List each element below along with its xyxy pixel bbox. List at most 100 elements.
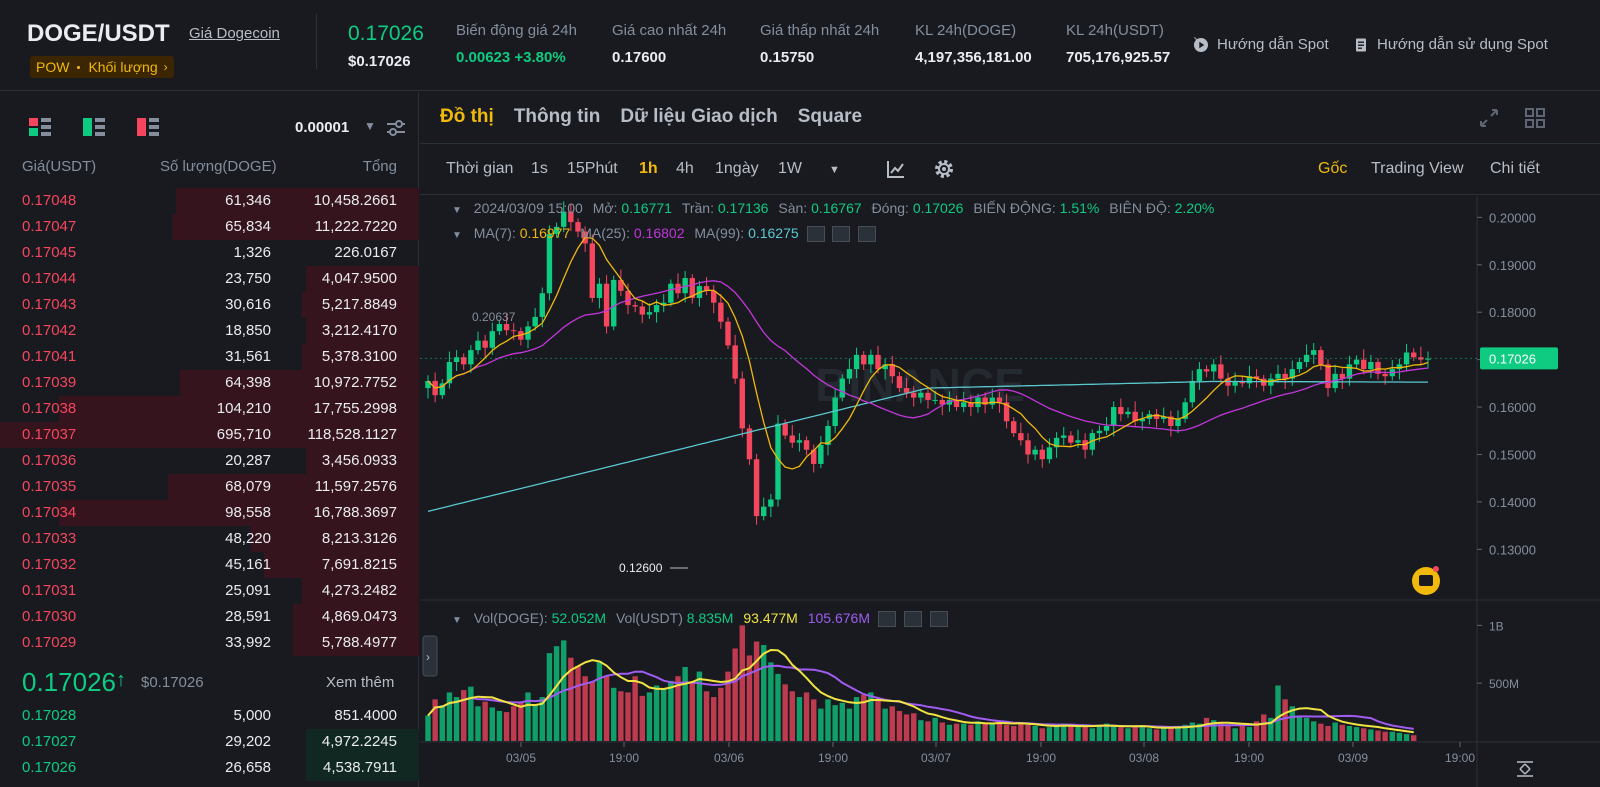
stat-value: 705,176,925.57 [1066, 49, 1170, 66]
collapse-caret-icon[interactable]: ▼ [452, 205, 462, 216]
ask-row[interactable]: 0.17031 25,091 4,273.2482 [0, 578, 419, 604]
ask-row[interactable]: 0.17048 61,346 10,458.2661 [0, 188, 419, 214]
volume-bar [718, 687, 724, 741]
tab-trading-data[interactable]: Dữ liệu Giao dịch [620, 106, 778, 127]
reset-scale-icon[interactable] [1517, 761, 1533, 777]
volume-bar [1046, 727, 1053, 741]
tab-square[interactable]: Square [797, 106, 863, 127]
volume-bar [425, 715, 431, 741]
ask-row[interactable]: 0.17035 68,079 11,597.2576 [0, 474, 419, 500]
ask-row[interactable]: 0.17041 31,561 5,378.3100 [0, 344, 419, 370]
ask-row[interactable]: 0.17045 1,326 226.0167 [0, 240, 419, 266]
view-original[interactable]: Gốc [1318, 160, 1348, 177]
depth-bar [0, 422, 419, 448]
pair-info-link[interactable]: Giá Dogecoin [189, 25, 280, 42]
candle-body [1168, 416, 1174, 427]
volume-bar [1203, 717, 1210, 741]
orderbook-both-icon[interactable] [28, 116, 52, 138]
guide-usage-link[interactable]: Hướng dẫn sử dụng Spot [1353, 36, 1548, 53]
stat-label: Giá cao nhất 24h [612, 22, 727, 39]
ask-row[interactable]: 0.17043 30,616 5,217.8849 [0, 292, 419, 318]
view-depth[interactable]: Chi tiết [1490, 160, 1540, 177]
ask-row[interactable]: 0.17032 45,161 7,691.8215 [0, 552, 419, 578]
tab-chart[interactable]: Đồ thị [440, 106, 494, 127]
interval-1d[interactable]: 1ngày [715, 160, 759, 177]
ask-row[interactable]: 0.17038 104,210 17,755.2998 [0, 396, 419, 422]
indicator-chart-icon[interactable] [886, 159, 906, 179]
ask-row[interactable]: 0.17034 98,558 16,788.3697 [0, 500, 419, 526]
interval-1w[interactable]: 1W [778, 160, 802, 177]
ask-row[interactable]: 0.17044 23,750 4,047.9500 [0, 266, 419, 292]
chevron-right-icon[interactable]: › [163, 60, 168, 74]
volume-bar [482, 701, 488, 741]
interval-4h[interactable]: 4h [676, 160, 694, 177]
time-tick-label: 03/05 [506, 751, 536, 765]
candle-body [875, 354, 881, 370]
ask-row[interactable]: 0.17037 695,710 118,528.1127 [0, 422, 419, 448]
gear-icon[interactable] [903, 611, 922, 628]
orderbook-bids-icon[interactable] [82, 116, 106, 138]
grid-layout-icon[interactable] [1524, 107, 1546, 129]
candle-body [1289, 369, 1295, 379]
bid-row[interactable]: 0.17027 29,202 4,972.2245 [0, 729, 419, 755]
precision-select[interactable]: 0.00001 [295, 119, 350, 136]
ask-row[interactable]: 0.17039 64,398 10,972.7752 [0, 370, 419, 396]
price-tick-label: 0.19000 [1489, 258, 1536, 273]
interval-15m[interactable]: 15Phút [567, 160, 618, 177]
guide-spot-link[interactable]: Hướng dẫn Spot [1193, 36, 1329, 53]
bid-row[interactable]: 0.17026 26,658 4,538.7911 [0, 755, 419, 781]
tag-volume[interactable]: Khối lượng [88, 59, 158, 75]
candlestick-chart[interactable]: BINANCE0.200000.190000.180000.170000.160… [420, 196, 1600, 787]
ask-row[interactable]: 0.17030 28,591 4,869.0473 [0, 604, 419, 630]
ask-row[interactable]: 0.17036 20,287 3,456.0933 [0, 448, 419, 474]
ask-row[interactable]: 0.17029 33,992 5,788.4977 [0, 630, 419, 656]
bid-row[interactable]: 0.17028 5,000 851.4000 [0, 703, 419, 729]
price-tick-label: 0.14000 [1489, 495, 1536, 510]
bid-price: 0.17026 [22, 759, 77, 776]
view-tradingview[interactable]: Trading View [1371, 160, 1464, 177]
expand-icon[interactable] [1478, 107, 1500, 129]
scroll-left-handle[interactable] [422, 635, 438, 677]
ask-row[interactable]: 0.17042 18,850 3,212.4170 [0, 318, 419, 344]
gear-icon[interactable] [832, 226, 851, 243]
document-icon [1356, 38, 1366, 51]
ma99-value: 0.16275 [748, 225, 799, 241]
volume-bar [618, 691, 624, 741]
chart-toolbar: Thời gian 1s 15Phút 1h 4h 1ngày 1W ▼ Gốc… [420, 143, 1600, 195]
close-icon[interactable] [929, 611, 948, 628]
candle-body [575, 222, 581, 232]
see-more-link[interactable]: Xem thêm [326, 674, 395, 691]
close-icon[interactable] [858, 226, 877, 243]
eye-icon[interactable] [806, 226, 825, 243]
caret-down-icon[interactable]: ▼ [364, 119, 376, 133]
bid-qty: 29,202 [225, 733, 271, 750]
gear-icon[interactable] [933, 158, 955, 180]
eye-icon[interactable] [877, 611, 896, 628]
candle-body [1246, 376, 1253, 384]
interval-1h[interactable]: 1h [639, 160, 658, 177]
volume-bar [1318, 723, 1324, 741]
ask-row[interactable]: 0.17047 65,834 11,222.7220 [0, 214, 419, 240]
volume-legend: ▼ Vol(DOGE): 52.052M Vol(USDT) 8.835M 93… [452, 610, 948, 628]
ask-price: 0.17030 [22, 608, 77, 625]
bid-total: 4,972.2245 [321, 733, 397, 750]
sliders-icon[interactable] [385, 117, 407, 139]
orderbook-asks-icon[interactable] [136, 116, 160, 138]
caret-down-icon[interactable]: ▼ [829, 164, 840, 176]
col-total: Tổng [362, 158, 397, 175]
ask-total: 10,458.2661 [313, 192, 397, 209]
collapse-caret-icon[interactable]: ▼ [452, 230, 462, 241]
candle-body [846, 369, 853, 379]
ask-qty: 18,850 [225, 322, 271, 339]
price-tick-label: 0.15000 [1489, 447, 1536, 462]
ask-qty: 1,326 [233, 244, 271, 261]
candle-body [939, 399, 945, 405]
volume-bar [1061, 723, 1067, 741]
tag-pow[interactable]: POW [36, 59, 70, 75]
tab-info[interactable]: Thông tin [513, 106, 601, 127]
volume-bar [1268, 717, 1274, 741]
stat-vol-doge: KL 24h(DOGE) 4,197,356,181.00 [915, 22, 1032, 66]
collapse-caret-icon[interactable]: ▼ [452, 615, 462, 626]
ask-row[interactable]: 0.17033 48,220 8,213.3126 [0, 526, 419, 552]
interval-1s[interactable]: 1s [531, 160, 548, 177]
